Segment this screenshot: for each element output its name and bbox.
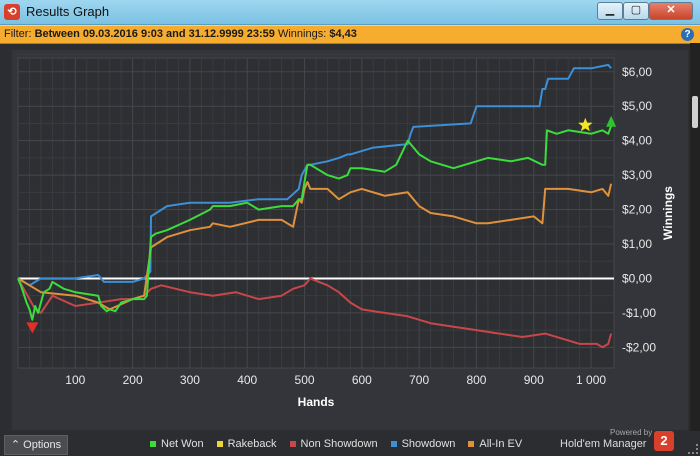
winnings-label: Winnings: [277, 28, 327, 40]
powered-by-label: Powered by [610, 428, 653, 437]
brand-name: Hold'em Manager [560, 438, 647, 450]
x-tick-label: 700 [409, 373, 429, 387]
y-tick-label: $2,00 [622, 203, 652, 217]
rakeback-star-icon [578, 117, 593, 132]
legend-item[interactable]: All-In EV [468, 437, 522, 451]
y-tick-label: $6,00 [622, 65, 652, 79]
y-tick-label: $4,00 [622, 134, 652, 148]
x-tick-label: 300 [180, 373, 200, 387]
max-marker-icon [606, 115, 617, 127]
series-line-net-won [17, 125, 613, 321]
legend-label: All-In EV [479, 438, 523, 450]
filter-label: Filter: [4, 28, 32, 40]
legend-label: Rakeback [227, 438, 277, 450]
chevron-up-icon: ⌃ [10, 439, 21, 451]
filter-text: Filter: Between 09.03.2016 9:03 and 31.1… [4, 28, 357, 40]
y-tick-label: -$2,00 [622, 340, 656, 354]
options-button[interactable]: ⌃ Options [4, 435, 68, 455]
x-tick-label: 100 [65, 373, 85, 387]
filter-bar: Filter: Between 09.03.2016 9:03 and 31.1… [0, 25, 700, 44]
x-tick-label: 200 [123, 373, 143, 387]
window-title: Results Graph [26, 4, 110, 19]
legend-swatch [150, 441, 156, 447]
legend-item[interactable]: Showdown [390, 437, 456, 451]
brand-logo-icon: 2 [654, 431, 674, 451]
help-icon[interactable]: ? [681, 28, 694, 41]
x-tick-label: 800 [466, 373, 486, 387]
chart-legend: Net Won Rakeback Non Showdown Showdown All-I… [150, 437, 535, 451]
scrollbar-thumb[interactable] [692, 96, 698, 128]
vertical-scrollbar[interactable] [690, 43, 700, 431]
results-chart: 100 200 300 400 500 600 700 800 900 1 000 -$2,00 -$… [17, 57, 675, 409]
maximize-button[interactable]: ▢ [623, 2, 649, 20]
minimize-button[interactable]: ▁ [597, 2, 623, 20]
x-axis-title: Hands [298, 395, 335, 409]
x-tick-label: 1 000 [576, 373, 606, 387]
y-axis-title: Winnings [661, 186, 675, 240]
legend-label: Net Won [161, 438, 204, 450]
legend-item[interactable]: Non Showdown [289, 437, 378, 451]
legend-label: Showdown [401, 438, 456, 450]
app-logo-icon: ⟲ [4, 4, 20, 20]
x-tick-label: 500 [295, 373, 315, 387]
legend-swatch [468, 441, 475, 447]
options-label: Options [23, 439, 62, 451]
y-tick-label: $1,00 [622, 237, 652, 251]
close-button[interactable]: ✕ [649, 2, 693, 20]
legend-swatch [289, 441, 296, 447]
x-tick-label: 900 [524, 373, 544, 387]
legend-item[interactable]: Net Won [150, 437, 204, 451]
legend-swatch [216, 441, 223, 447]
y-tick-label: -$1,00 [622, 306, 656, 320]
series-line-all-in-ev [17, 181, 613, 311]
legend-swatch [390, 441, 397, 447]
legend-item[interactable]: Rakeback [216, 437, 277, 451]
winnings-value: $4,43 [329, 28, 357, 40]
x-tick-label: 400 [237, 373, 257, 387]
series-line-non-showdown [17, 277, 613, 349]
min-marker-icon [26, 322, 39, 334]
x-tick-label: 600 [352, 373, 372, 387]
y-tick-label: $3,00 [622, 168, 652, 182]
legend-label: Non Showdown [300, 438, 378, 450]
y-tick-label: $0,00 [622, 271, 652, 285]
filter-range: Between 09.03.2016 9:03 and 31.12.9999 2… [34, 28, 275, 40]
title-bar: ⟲ Results Graph ▁ ▢ ✕ [0, 0, 700, 25]
y-tick-label: $5,00 [622, 99, 652, 113]
resize-grip-icon[interactable] [688, 444, 698, 454]
